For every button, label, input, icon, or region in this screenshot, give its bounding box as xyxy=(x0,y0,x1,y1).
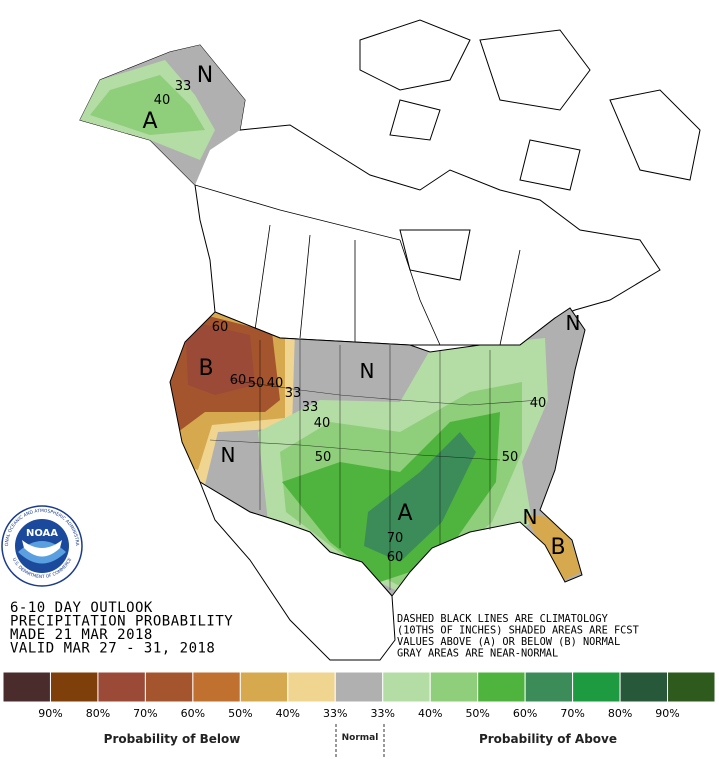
note-line: DASHED BLACK LINES ARE CLIMATOLOGY xyxy=(397,613,609,625)
map-label: 33 xyxy=(302,400,319,415)
map-label: 50 xyxy=(315,450,332,465)
map-label: 40 xyxy=(314,416,331,431)
map-label: 50 xyxy=(502,450,519,465)
map-label: 40 xyxy=(267,376,284,391)
note-line: VALUES ABOVE (A) OR BELOW (B) NORMAL xyxy=(397,636,620,648)
legend-swatch xyxy=(239,671,289,703)
legend-below-label: Probability of Below xyxy=(104,732,241,746)
legend-normal-label: Normal xyxy=(342,733,379,743)
legend-swatch xyxy=(524,671,574,703)
map-label: 60 xyxy=(212,320,229,335)
legend-label: 40% xyxy=(418,707,442,720)
legend-label: 80% xyxy=(86,707,110,720)
legend-swatch xyxy=(49,671,99,703)
legend-swatch xyxy=(572,671,621,703)
legend-swatch xyxy=(144,671,194,703)
legend-label: 70% xyxy=(560,707,584,720)
title-line: PRECIPITATION PROBABILITY xyxy=(10,614,233,630)
legend-swatch xyxy=(382,671,431,703)
legend-label: 33% xyxy=(323,707,347,720)
map-label: N xyxy=(221,443,236,467)
legend-swatch xyxy=(2,671,51,703)
map-label: 50 xyxy=(248,376,265,391)
legend-swatch xyxy=(287,671,336,703)
title-line: MADE 21 MAR 2018 xyxy=(10,627,153,643)
legend-swatch xyxy=(477,671,526,703)
legend-above-label: Probability of Above xyxy=(479,732,617,746)
map-label: A xyxy=(142,109,157,134)
mexico-outline xyxy=(198,480,396,661)
legend-label: 90% xyxy=(38,707,62,720)
legend-swatch xyxy=(667,671,716,703)
legend-swatch xyxy=(334,671,384,703)
logo-ring-top: NATIONAL OCEANIC AND ATMOSPHERIC ADMINIS… xyxy=(0,0,80,546)
legend-swatch xyxy=(429,671,479,703)
note-line: GRAY AREAS ARE NEAR-NORMAL xyxy=(397,648,558,660)
map-label: 33 xyxy=(175,79,192,94)
map-label: B xyxy=(198,356,213,381)
map-label: N xyxy=(360,359,375,383)
legend-label: 60% xyxy=(181,707,205,720)
logo-ring-top-path: NATIONAL OCEANIC AND ATMOSPHERIC ADMINIS… xyxy=(0,0,80,546)
legend-label: 40% xyxy=(276,707,300,720)
map-label: 40 xyxy=(154,93,171,108)
map-label: 33 xyxy=(285,386,302,401)
legend-label: 70% xyxy=(133,707,157,720)
province-lines xyxy=(194,184,521,346)
map-label: N xyxy=(523,505,538,529)
map-label: N xyxy=(566,311,581,335)
legend-swatch xyxy=(619,671,669,703)
legend-label: 60% xyxy=(513,707,537,720)
map-label: A xyxy=(397,501,412,526)
logo-gull xyxy=(22,540,62,557)
map-label: B xyxy=(550,535,565,560)
map-label: 60 xyxy=(387,550,404,565)
title-line: VALID MAR 27 - 31, 2018 xyxy=(10,641,215,657)
legend-label: 50% xyxy=(465,707,489,720)
noaa-logo: NOAA NATIONAL OCEANIC AND ATMOSPHERIC AD… xyxy=(0,0,83,587)
legend-label: 50% xyxy=(228,707,252,720)
map-label: 70 xyxy=(387,531,404,546)
alaska-shading xyxy=(80,45,245,185)
legend-label: 90% xyxy=(655,707,679,720)
legend-swatch xyxy=(192,671,241,703)
map-label: 40 xyxy=(530,396,547,411)
legend-label: 33% xyxy=(371,707,395,720)
map-label: 60 xyxy=(230,373,247,388)
note-line: (10THS OF INCHES) SHADED AREAS ARE FCST xyxy=(397,625,639,637)
title-line: 6-10 DAY OUTLOOK xyxy=(10,600,153,616)
legend-swatch xyxy=(97,671,146,703)
legend-label: 80% xyxy=(608,707,632,720)
logo-text: NOAA xyxy=(26,528,58,539)
state-lines xyxy=(209,340,541,590)
map-label: N xyxy=(197,63,213,88)
